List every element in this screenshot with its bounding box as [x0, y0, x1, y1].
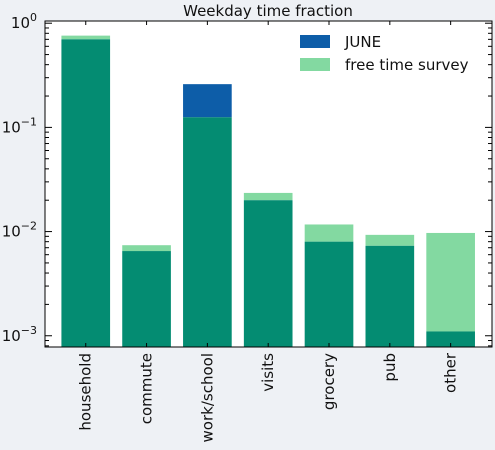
y-tick-label: 10−1	[2, 115, 37, 136]
y-tick-label: 10−3	[2, 324, 37, 345]
y-tick-label: 10−2	[2, 220, 37, 241]
bars-layer	[61, 35, 475, 348]
bar-survey-4	[304, 224, 354, 242]
bar-survey-6	[426, 232, 475, 332]
bar-june-2	[183, 84, 232, 118]
chart-title: Weekday time fraction	[183, 2, 353, 20]
bar-overlap-6	[426, 331, 475, 347]
bar-overlap-5	[365, 245, 415, 347]
legend: JUNE free time survey	[300, 33, 469, 74]
bar-survey-1	[122, 245, 171, 252]
x-tick-label: pub	[381, 353, 399, 382]
legend-label-0: JUNE	[344, 33, 381, 51]
bar-overlap-2	[183, 117, 232, 347]
labels-layer: household commute work/school visits grocery…	[2, 11, 460, 442]
plot-frame	[44, 20, 493, 348]
legend-label-1: free time survey	[345, 56, 469, 74]
bar-overlap-4	[304, 241, 354, 347]
axes-layer	[45, 21, 492, 347]
legend-swatch-1	[300, 58, 330, 71]
x-tick-label: visits	[259, 353, 277, 392]
bar-survey-5	[365, 234, 415, 246]
y-tick-label: 100	[11, 11, 37, 32]
bar-survey-3	[243, 192, 293, 201]
x-tick-label: commute	[138, 353, 156, 424]
x-tick-label: household	[77, 353, 95, 431]
bar-survey-0	[61, 35, 111, 40]
bar-overlap-3	[243, 200, 293, 347]
x-tick-label: other	[442, 352, 460, 393]
bar-overlap-0	[61, 39, 111, 348]
x-tick-label: work/school	[198, 353, 216, 442]
bar-overlap-1	[122, 251, 171, 347]
x-tick-label: grocery	[320, 353, 338, 410]
legend-swatch-0	[300, 35, 330, 48]
